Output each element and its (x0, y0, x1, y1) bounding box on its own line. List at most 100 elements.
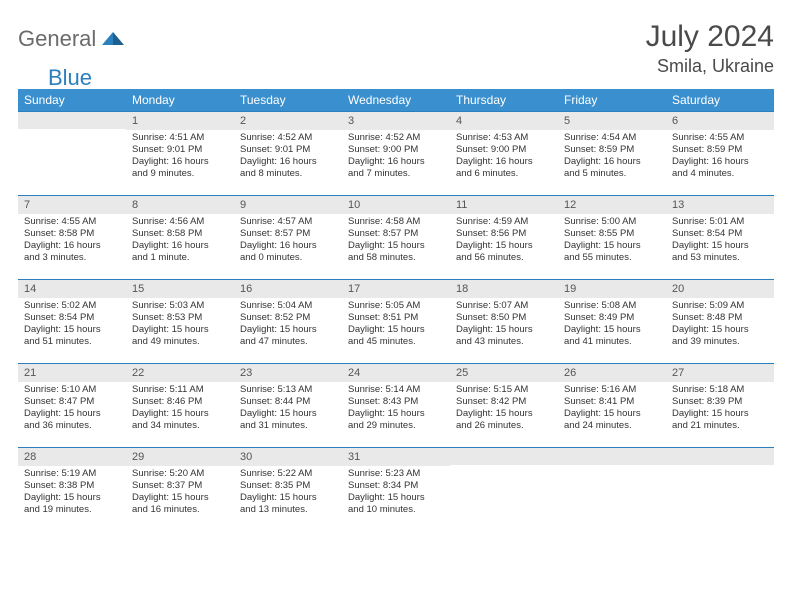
calendar-day-cell: 8Sunrise: 4:56 AMSunset: 8:58 PMDaylight… (126, 195, 234, 279)
day-number: 15 (126, 279, 234, 298)
day-details: Sunrise: 5:05 AMSunset: 8:51 PMDaylight:… (342, 298, 450, 352)
calendar-empty-cell (18, 111, 126, 195)
day-details: Sunrise: 5:18 AMSunset: 8:39 PMDaylight:… (666, 382, 774, 436)
day-number: 21 (18, 363, 126, 382)
calendar-day-cell: 11Sunrise: 4:59 AMSunset: 8:56 PMDayligh… (450, 195, 558, 279)
day-details: Sunrise: 4:54 AMSunset: 8:59 PMDaylight:… (558, 130, 666, 184)
day-details: Sunrise: 5:19 AMSunset: 8:38 PMDaylight:… (18, 466, 126, 520)
day-number: 5 (558, 111, 666, 130)
calendar-day-cell: 7Sunrise: 4:55 AMSunset: 8:58 PMDaylight… (18, 195, 126, 279)
day-details (666, 465, 774, 471)
day-details: Sunrise: 5:04 AMSunset: 8:52 PMDaylight:… (234, 298, 342, 352)
day-details: Sunrise: 4:59 AMSunset: 8:56 PMDaylight:… (450, 214, 558, 268)
calendar-day-cell: 31Sunrise: 5:23 AMSunset: 8:34 PMDayligh… (342, 447, 450, 531)
calendar-day-cell: 27Sunrise: 5:18 AMSunset: 8:39 PMDayligh… (666, 363, 774, 447)
day-details: Sunrise: 4:57 AMSunset: 8:57 PMDaylight:… (234, 214, 342, 268)
day-number: 18 (450, 279, 558, 298)
calendar-empty-cell (666, 447, 774, 531)
day-details: Sunrise: 4:55 AMSunset: 8:58 PMDaylight:… (18, 214, 126, 268)
calendar-day-cell: 16Sunrise: 5:04 AMSunset: 8:52 PMDayligh… (234, 279, 342, 363)
weekday-header-row: SundayMondayTuesdayWednesdayThursdayFrid… (18, 89, 774, 111)
day-details: Sunrise: 5:23 AMSunset: 8:34 PMDaylight:… (342, 466, 450, 520)
calendar-day-cell: 24Sunrise: 5:14 AMSunset: 8:43 PMDayligh… (342, 363, 450, 447)
day-details (558, 465, 666, 471)
day-number (666, 447, 774, 465)
calendar-day-cell: 1Sunrise: 4:51 AMSunset: 9:01 PMDaylight… (126, 111, 234, 195)
calendar-day-cell: 9Sunrise: 4:57 AMSunset: 8:57 PMDaylight… (234, 195, 342, 279)
day-details: Sunrise: 5:00 AMSunset: 8:55 PMDaylight:… (558, 214, 666, 268)
calendar-day-cell: 17Sunrise: 5:05 AMSunset: 8:51 PMDayligh… (342, 279, 450, 363)
day-details: Sunrise: 5:15 AMSunset: 8:42 PMDaylight:… (450, 382, 558, 436)
day-number: 3 (342, 111, 450, 130)
day-number: 25 (450, 363, 558, 382)
day-details (18, 129, 126, 135)
day-number: 20 (666, 279, 774, 298)
calendar-day-cell: 4Sunrise: 4:53 AMSunset: 9:00 PMDaylight… (450, 111, 558, 195)
brand-part2: Blue (48, 65, 92, 91)
brand-logo: General (18, 26, 126, 52)
day-number: 1 (126, 111, 234, 130)
calendar-day-cell: 2Sunrise: 4:52 AMSunset: 9:01 PMDaylight… (234, 111, 342, 195)
day-number: 6 (666, 111, 774, 130)
weekday-header: Monday (126, 89, 234, 111)
day-details: Sunrise: 5:20 AMSunset: 8:37 PMDaylight:… (126, 466, 234, 520)
calendar-day-cell: 18Sunrise: 5:07 AMSunset: 8:50 PMDayligh… (450, 279, 558, 363)
calendar-day-cell: 19Sunrise: 5:08 AMSunset: 8:49 PMDayligh… (558, 279, 666, 363)
calendar-day-cell: 5Sunrise: 4:54 AMSunset: 8:59 PMDaylight… (558, 111, 666, 195)
day-number: 30 (234, 447, 342, 466)
weekday-header: Sunday (18, 89, 126, 111)
day-details: Sunrise: 5:02 AMSunset: 8:54 PMDaylight:… (18, 298, 126, 352)
weekday-header: Saturday (666, 89, 774, 111)
day-details: Sunrise: 4:51 AMSunset: 9:01 PMDaylight:… (126, 130, 234, 184)
day-number: 14 (18, 279, 126, 298)
location: Smila, Ukraine (646, 56, 774, 77)
calendar-day-cell: 6Sunrise: 4:55 AMSunset: 8:59 PMDaylight… (666, 111, 774, 195)
day-number: 10 (342, 195, 450, 214)
day-number: 24 (342, 363, 450, 382)
day-number: 13 (666, 195, 774, 214)
day-number (18, 111, 126, 129)
day-number: 11 (450, 195, 558, 214)
day-details: Sunrise: 4:58 AMSunset: 8:57 PMDaylight:… (342, 214, 450, 268)
weekday-header: Friday (558, 89, 666, 111)
day-number: 26 (558, 363, 666, 382)
calendar-day-cell: 26Sunrise: 5:16 AMSunset: 8:41 PMDayligh… (558, 363, 666, 447)
day-number: 28 (18, 447, 126, 466)
calendar-day-cell: 13Sunrise: 5:01 AMSunset: 8:54 PMDayligh… (666, 195, 774, 279)
day-number: 4 (450, 111, 558, 130)
header: General July 2024 Smila, Ukraine (18, 20, 774, 77)
day-details: Sunrise: 5:01 AMSunset: 8:54 PMDaylight:… (666, 214, 774, 268)
day-details: Sunrise: 5:09 AMSunset: 8:48 PMDaylight:… (666, 298, 774, 352)
day-details: Sunrise: 4:55 AMSunset: 8:59 PMDaylight:… (666, 130, 774, 184)
day-details: Sunrise: 5:11 AMSunset: 8:46 PMDaylight:… (126, 382, 234, 436)
day-number (450, 447, 558, 465)
calendar-table: SundayMondayTuesdayWednesdayThursdayFrid… (18, 89, 774, 531)
day-details: Sunrise: 5:07 AMSunset: 8:50 PMDaylight:… (450, 298, 558, 352)
weekday-header: Tuesday (234, 89, 342, 111)
day-number (558, 447, 666, 465)
calendar-day-cell: 30Sunrise: 5:22 AMSunset: 8:35 PMDayligh… (234, 447, 342, 531)
day-number: 9 (234, 195, 342, 214)
day-details: Sunrise: 5:03 AMSunset: 8:53 PMDaylight:… (126, 298, 234, 352)
calendar-page: General July 2024 Smila, Ukraine Blue Su… (0, 0, 792, 541)
calendar-day-cell: 22Sunrise: 5:11 AMSunset: 8:46 PMDayligh… (126, 363, 234, 447)
calendar-week-row: 28Sunrise: 5:19 AMSunset: 8:38 PMDayligh… (18, 447, 774, 531)
calendar-day-cell: 21Sunrise: 5:10 AMSunset: 8:47 PMDayligh… (18, 363, 126, 447)
brand-part1: General (18, 26, 96, 52)
day-number: 22 (126, 363, 234, 382)
calendar-day-cell: 12Sunrise: 5:00 AMSunset: 8:55 PMDayligh… (558, 195, 666, 279)
calendar-day-cell: 28Sunrise: 5:19 AMSunset: 8:38 PMDayligh… (18, 447, 126, 531)
month-title: July 2024 (646, 20, 774, 54)
flag-icon (102, 29, 124, 50)
weekday-header: Thursday (450, 89, 558, 111)
calendar-day-cell: 20Sunrise: 5:09 AMSunset: 8:48 PMDayligh… (666, 279, 774, 363)
calendar-week-row: 7Sunrise: 4:55 AMSunset: 8:58 PMDaylight… (18, 195, 774, 279)
calendar-day-cell: 29Sunrise: 5:20 AMSunset: 8:37 PMDayligh… (126, 447, 234, 531)
day-number: 16 (234, 279, 342, 298)
day-number: 2 (234, 111, 342, 130)
day-details: Sunrise: 5:10 AMSunset: 8:47 PMDaylight:… (18, 382, 126, 436)
day-number: 17 (342, 279, 450, 298)
calendar-empty-cell (558, 447, 666, 531)
calendar-week-row: 21Sunrise: 5:10 AMSunset: 8:47 PMDayligh… (18, 363, 774, 447)
calendar-day-cell: 10Sunrise: 4:58 AMSunset: 8:57 PMDayligh… (342, 195, 450, 279)
